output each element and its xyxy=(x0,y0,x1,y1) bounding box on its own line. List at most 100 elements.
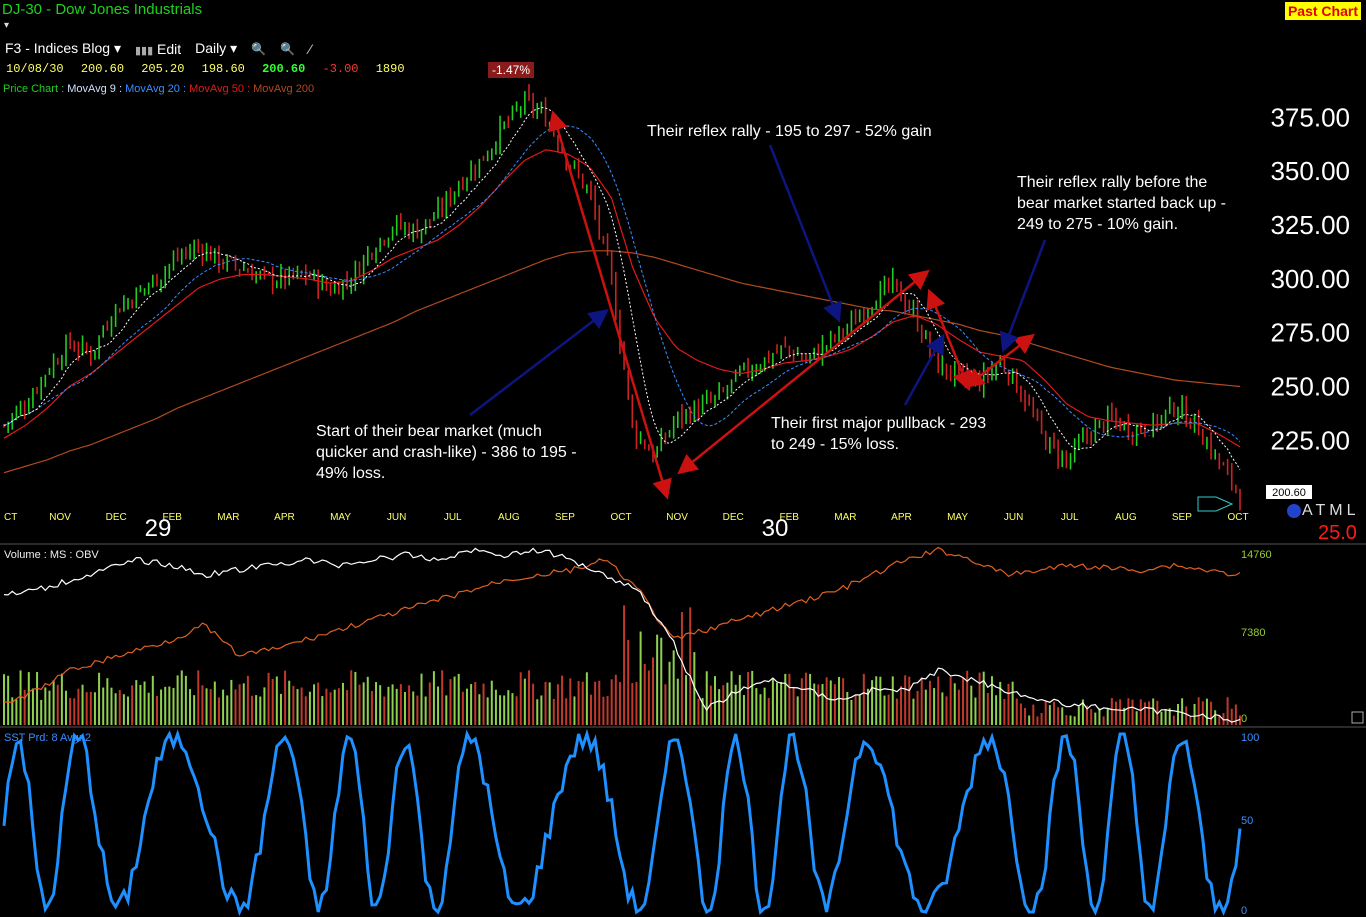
draw-tool-icon[interactable]: ⁄ xyxy=(309,40,312,57)
ma9-line xyxy=(3,106,1241,470)
quote-high: 205.20 xyxy=(141,62,185,76)
time-axis-label: FEB xyxy=(780,512,800,523)
annotation-pullback: Their first major pullback - 293 to 249 … xyxy=(771,413,986,455)
vol-tick-high: 14760 xyxy=(1241,549,1272,561)
obv-line xyxy=(4,546,1241,704)
quote-close: 200.60 xyxy=(262,62,306,76)
right-badge: ATML xyxy=(1302,502,1359,519)
time-axis-label: NOV xyxy=(49,512,71,523)
past-chart-button[interactable]: Past Chart xyxy=(1284,2,1361,20)
pointer-rally2-icon xyxy=(999,239,1047,353)
right-value: 25.0 xyxy=(1318,522,1357,544)
price-legend: Price Chart : MovAvg 9 : MovAvg 20 : Mov… xyxy=(3,83,314,95)
price-axis-label: 325.00 xyxy=(1270,210,1350,240)
pct-change-badge: -1.47% xyxy=(488,62,535,78)
price-axis-label: 350.00 xyxy=(1270,156,1350,186)
time-axis-label: DEC xyxy=(723,512,744,523)
time-axis-label: AUG xyxy=(498,512,520,523)
stochastic-line xyxy=(2,728,1242,917)
price-marker-icon xyxy=(1197,496,1234,512)
annotation-bear-start: Start of their bear market (much quicker… xyxy=(316,421,577,484)
time-axis-label: AUG xyxy=(1115,512,1137,523)
blog-dropdown[interactable]: F3 - Indices Blog ▾ xyxy=(5,40,121,56)
year-label: 29 xyxy=(145,515,172,542)
quote-date: 10/08/30 xyxy=(6,62,64,76)
toolbar: F3 - Indices Blog ▾ ▮▮▮ Edit Daily ▾ 🔍 🔍… xyxy=(5,40,311,57)
pointer-bear-icon xyxy=(469,308,609,416)
volume-bars xyxy=(3,605,1241,725)
time-axis-label: JUN xyxy=(387,512,406,523)
time-axis-label: APR xyxy=(891,512,912,523)
time-axis-label: MAR xyxy=(217,512,239,523)
annotation-reflex2-line-3: 249 to 275 - 10% gain. xyxy=(1017,216,1179,233)
time-axis-label: MAY xyxy=(947,512,968,523)
time-axis-label: SEP xyxy=(1172,512,1192,523)
time-axis-label: JUL xyxy=(1061,512,1079,523)
stoch-tick-low: 0 xyxy=(1241,905,1247,917)
pullback-arrow xyxy=(926,288,972,392)
vol-tick-mid: 7380 xyxy=(1241,627,1265,639)
current-price-label: 200.60 xyxy=(1272,487,1306,499)
annotation-bear-line-1: Start of their bear market (much xyxy=(316,423,542,440)
price-bars xyxy=(3,84,1241,511)
price-axis-label: 300.00 xyxy=(1270,264,1350,294)
time-axis-label: NOV xyxy=(666,512,688,523)
zoom-in-icon[interactable]: 🔍 xyxy=(251,41,267,56)
bear-market-arrow xyxy=(548,110,672,500)
ms-line xyxy=(3,547,1241,723)
year-label: 30 xyxy=(762,515,789,542)
edit-button[interactable]: ▮▮▮ Edit xyxy=(135,41,181,57)
legend-ma50: MovAvg 50 : xyxy=(189,83,251,95)
quote-low: 198.60 xyxy=(201,62,245,76)
legend-ma9: MovAvg 9 : xyxy=(67,83,123,95)
price-axis-label: 275.00 xyxy=(1270,318,1350,348)
price-axis: 375.00 350.00 325.00 300.00 275.00 250.00 225.… xyxy=(1270,102,1350,455)
quote-volume: 1890 xyxy=(375,62,405,76)
time-axis-label: CT xyxy=(4,512,17,523)
time-axis-label: OCT xyxy=(610,512,631,523)
annotation-reflex-rally: Their reflex rally - 195 to 297 - 52% ga… xyxy=(647,123,932,140)
annotation-pullback-line-2: to 249 - 15% loss. xyxy=(771,436,900,453)
annotation-reflex2-line-2: bear market started back up - xyxy=(1017,195,1226,212)
time-axis: CT NOV DEC FEB MAR APR MAY JUN JUL AUG SEP OCT NOV DE… xyxy=(4,512,1249,542)
pointer-rally-icon xyxy=(768,144,842,323)
alert-icon[interactable] xyxy=(1287,504,1301,518)
panel-close-icon[interactable] xyxy=(1351,711,1364,724)
time-axis-label: FEB xyxy=(163,512,183,523)
time-axis-label: MAR xyxy=(834,512,856,523)
time-axis-label: OCT xyxy=(1227,512,1248,523)
legend-price-chart: Price Chart : xyxy=(3,83,65,95)
chart-title: DJ-30 - Dow Jones Industrials xyxy=(2,1,203,18)
stoch-tick-high: 100 xyxy=(1241,732,1259,744)
annotation-reflex2: Their reflex rally before the bear marke… xyxy=(1017,172,1226,235)
time-axis-label: APR xyxy=(274,512,295,523)
reflex-rally-arrow xyxy=(677,269,930,475)
annotation-bear-line-2: quicker and crash-like) - 386 to 195 - xyxy=(316,444,577,461)
time-axis-label: JUN xyxy=(1004,512,1023,523)
annotation-pullback-line-1: Their first major pullback - 293 xyxy=(771,415,987,432)
zoom-out-icon[interactable]: 🔍 xyxy=(280,41,296,56)
title-dropdown-icon[interactable]: ▾ xyxy=(4,20,10,31)
annotation-bear-line-3: 49% loss. xyxy=(316,465,386,482)
price-axis-label: 375.00 xyxy=(1270,102,1350,132)
edit-label: Edit xyxy=(157,40,182,57)
time-axis-label: SEP xyxy=(555,512,575,523)
legend-ma20: MovAvg 20 : xyxy=(125,83,187,95)
stoch-tick-mid: 50 xyxy=(1241,815,1253,827)
legend-ma200: MovAvg 200 xyxy=(253,83,315,95)
price-axis-label: 225.00 xyxy=(1270,425,1350,455)
second-rally-arrow xyxy=(964,333,1035,389)
pointer-pullback-icon xyxy=(903,333,945,406)
time-axis-label: MAY xyxy=(330,512,351,523)
current-price-box xyxy=(1266,485,1312,499)
stoch-legend: SST Prd: 8 Avg: 2 xyxy=(4,732,91,744)
annotation-reflex2-line-1: Their reflex rally before the xyxy=(1017,174,1208,191)
period-dropdown[interactable]: Daily ▾ xyxy=(195,40,238,56)
quote-line: 10/08/30 200.60 205.20 198.60 200.60 -3.… xyxy=(6,62,415,76)
vol-tick-low: 0 xyxy=(1241,713,1247,725)
price-axis-label: 250.00 xyxy=(1270,372,1350,402)
time-axis-label: JUL xyxy=(444,512,462,523)
volume-legend: Volume : MS : OBV xyxy=(4,549,99,561)
quote-change: -3.00 xyxy=(322,62,359,76)
